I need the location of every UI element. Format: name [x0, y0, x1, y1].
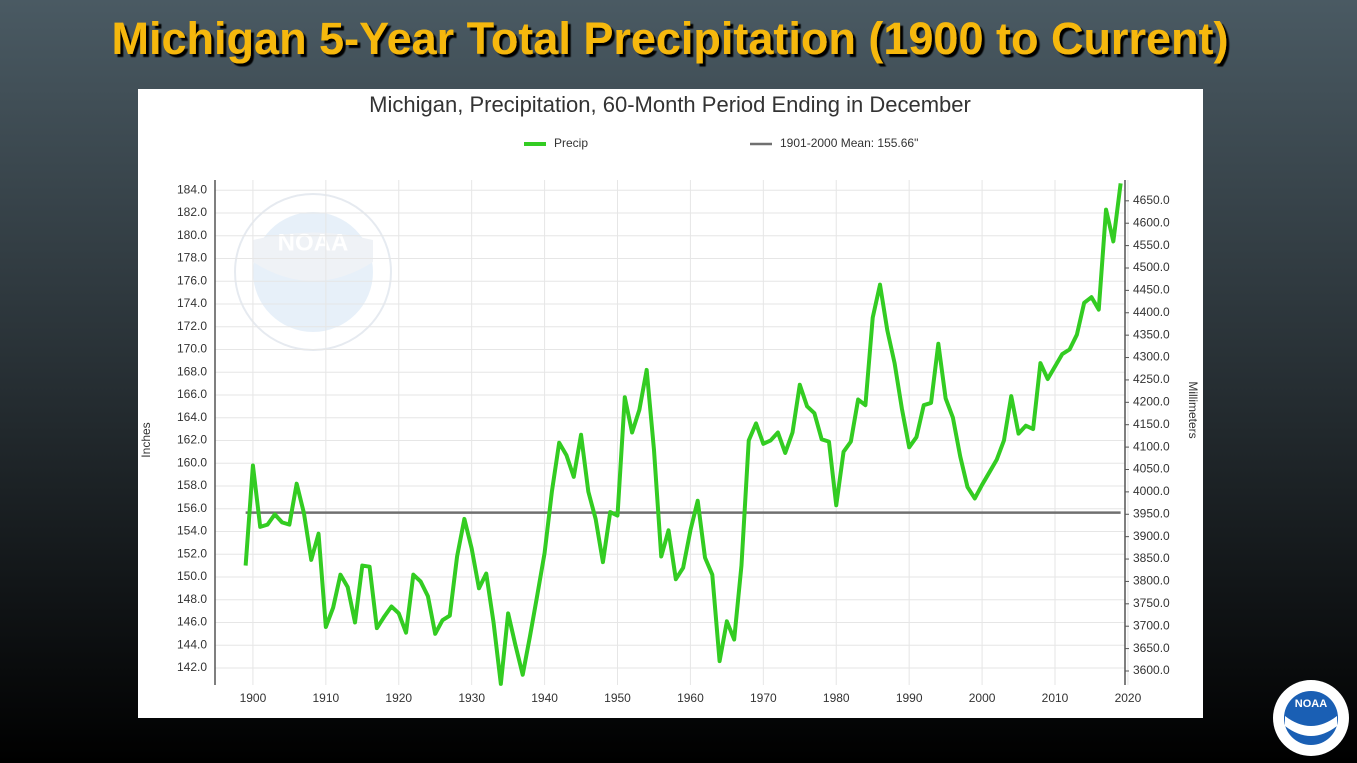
- y2-tick-label: 4450.0: [1133, 283, 1170, 297]
- y-axis-label: Inches: [139, 422, 153, 457]
- watermark-bird: [253, 232, 373, 281]
- x-tick-label: 1960: [677, 691, 704, 705]
- x-tick-label: 1950: [604, 691, 631, 705]
- y-tick-label: 142.0: [177, 660, 207, 674]
- x-tick-label: 1920: [385, 691, 412, 705]
- y-tick-label: 178.0: [177, 251, 207, 265]
- y-tick-label: 148.0: [177, 592, 207, 606]
- y2-tick-label: 4100.0: [1133, 439, 1170, 453]
- y-tick-label: 150.0: [177, 569, 207, 583]
- watermark-logo: NOAA: [234, 193, 392, 351]
- x-tick-label: 1990: [896, 691, 923, 705]
- y2-tick-label: 3600.0: [1133, 663, 1170, 677]
- chart-panel: [138, 89, 1203, 718]
- y2-tick-label: 3800.0: [1133, 574, 1170, 588]
- noaa-logo: NOAA: [1273, 680, 1349, 756]
- y-tick-label: 166.0: [177, 387, 207, 401]
- y-tick-label: 170.0: [177, 342, 207, 356]
- x-tick-label: 2020: [1115, 691, 1142, 705]
- y2-tick-label: 3900.0: [1133, 529, 1170, 543]
- y-tick-label: 182.0: [177, 205, 207, 219]
- slide-title: Michigan 5-Year Total Precipitation (190…: [112, 13, 1229, 64]
- x-tick-label: 2000: [969, 691, 996, 705]
- y2-tick-label: 4150.0: [1133, 417, 1170, 431]
- watermark-ring: [234, 193, 392, 351]
- x-tick-label: 2010: [1042, 691, 1069, 705]
- y-tick-label: 176.0: [177, 273, 207, 287]
- x-tick-label: 1900: [240, 691, 267, 705]
- y-tick-label: 184.0: [177, 182, 207, 196]
- y2-tick-label: 3850.0: [1133, 551, 1170, 565]
- y-tick-label: 164.0: [177, 410, 207, 424]
- y-tick-label: 180.0: [177, 228, 207, 242]
- y2-tick-label: 3950.0: [1133, 506, 1170, 520]
- y-tick-label: 174.0: [177, 296, 207, 310]
- y2-tick-label: 4300.0: [1133, 350, 1170, 364]
- y-tick-label: 144.0: [177, 637, 207, 651]
- y2-tick-label: 4600.0: [1133, 215, 1170, 229]
- y-tick-label: 154.0: [177, 524, 207, 538]
- y2-tick-label: 4050.0: [1133, 462, 1170, 476]
- x-tick-label: 1940: [531, 691, 558, 705]
- x-tick-label: 1980: [823, 691, 850, 705]
- y2-tick-label: 4500.0: [1133, 260, 1170, 274]
- y2-tick-label: 4650.0: [1133, 193, 1170, 207]
- y-tick-label: 146.0: [177, 615, 207, 629]
- y2-tick-label: 4400.0: [1133, 305, 1170, 319]
- y-tick-label: 156.0: [177, 501, 207, 515]
- x-tick-label: 1930: [458, 691, 485, 705]
- precip-line: [243, 183, 1123, 686]
- y-tick-label: 152.0: [177, 546, 207, 560]
- y2-tick-label: 3650.0: [1133, 641, 1170, 655]
- y2-tick-label: 4200.0: [1133, 394, 1170, 408]
- y-tick-label: 172.0: [177, 319, 207, 333]
- watermark-text: NOAA: [278, 229, 349, 256]
- y2-tick-label: 3750.0: [1133, 596, 1170, 610]
- y2-tick-label: 4250.0: [1133, 372, 1170, 386]
- watermark-disc: [253, 212, 373, 332]
- legend-label: Precip: [554, 136, 588, 150]
- logo-bird: [1285, 716, 1337, 736]
- y2-tick-label: 4550.0: [1133, 238, 1170, 252]
- x-tick-label: 1970: [750, 691, 777, 705]
- legend-label: 1901-2000 Mean: 155.66": [780, 136, 918, 150]
- y2-tick-label: 3700.0: [1133, 618, 1170, 632]
- y-tick-label: 158.0: [177, 478, 207, 492]
- x-tick-label: 1910: [312, 691, 339, 705]
- y-tick-label: 168.0: [177, 364, 207, 378]
- chart-title: Michigan, Precipitation, 60-Month Period…: [369, 92, 971, 117]
- y-tick-label: 162.0: [177, 433, 207, 447]
- y2-tick-label: 4000.0: [1133, 484, 1170, 498]
- logo-text: NOAA: [1295, 698, 1327, 710]
- y2-tick-label: 4350.0: [1133, 327, 1170, 341]
- y2-axis-label: Millimeters: [1186, 381, 1200, 438]
- y-tick-label: 160.0: [177, 455, 207, 469]
